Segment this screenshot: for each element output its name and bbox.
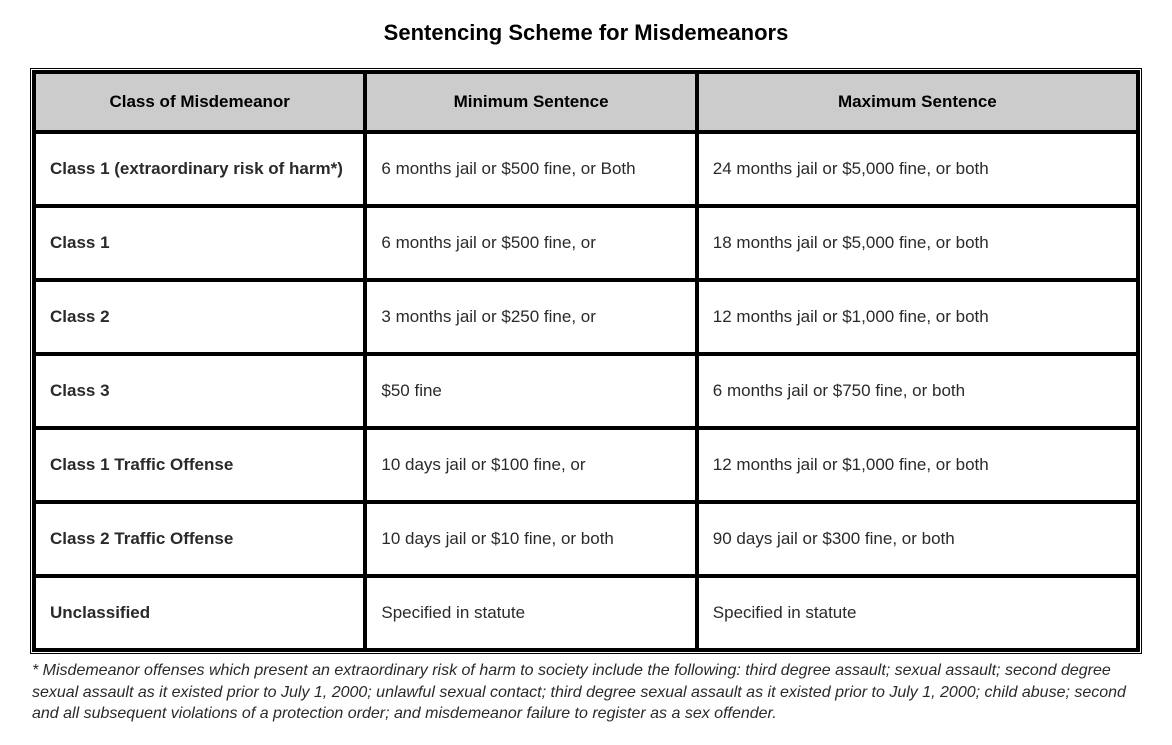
footnote-text: * Misdemeanor offenses which present an … <box>30 660 1142 725</box>
cell-max: 18 months jail or $5,000 fine, or both <box>698 207 1137 279</box>
table-row: Class 1 Traffic Offense 10 days jail or … <box>35 429 1137 501</box>
table-row: Class 2 Traffic Offense 10 days jail or … <box>35 503 1137 575</box>
cell-min: 6 months jail or $500 fine, or Both <box>366 133 695 205</box>
cell-min: Specified in statute <box>366 577 695 649</box>
cell-max: 12 months jail or $1,000 fine, or both <box>698 281 1137 353</box>
table-row: Unclassified Specified in statute Specif… <box>35 577 1137 649</box>
cell-min: $50 fine <box>366 355 695 427</box>
cell-min: 10 days jail or $100 fine, or <box>366 429 695 501</box>
cell-max: 6 months jail or $750 fine, or both <box>698 355 1137 427</box>
table-row: Class 1 6 months jail or $500 fine, or 1… <box>35 207 1137 279</box>
cell-max: 12 months jail or $1,000 fine, or both <box>698 429 1137 501</box>
cell-max: Specified in statute <box>698 577 1137 649</box>
cell-class: Class 3 <box>35 355 364 427</box>
cell-class: Class 1 <box>35 207 364 279</box>
header-min: Minimum Sentence <box>366 73 695 131</box>
table-row: Class 1 (extraordinary risk of harm*) 6 … <box>35 133 1137 205</box>
table-header-row: Class of Misdemeanor Minimum Sentence Ma… <box>35 73 1137 131</box>
table-body: Class 1 (extraordinary risk of harm*) 6 … <box>35 133 1137 649</box>
table-row: Class 2 3 months jail or $250 fine, or 1… <box>35 281 1137 353</box>
header-class: Class of Misdemeanor <box>35 73 364 131</box>
page-title: Sentencing Scheme for Misdemeanors <box>30 20 1142 46</box>
cell-min: 10 days jail or $10 fine, or both <box>366 503 695 575</box>
cell-max: 90 days jail or $300 fine, or both <box>698 503 1137 575</box>
cell-min: 3 months jail or $250 fine, or <box>366 281 695 353</box>
cell-min: 6 months jail or $500 fine, or <box>366 207 695 279</box>
header-max: Maximum Sentence <box>698 73 1137 131</box>
cell-class: Class 1 Traffic Offense <box>35 429 364 501</box>
sentencing-table-wrapper: Class of Misdemeanor Minimum Sentence Ma… <box>30 68 1142 654</box>
table-row: Class 3 $50 fine 6 months jail or $750 f… <box>35 355 1137 427</box>
cell-class: Class 2 Traffic Offense <box>35 503 364 575</box>
cell-class: Class 2 <box>35 281 364 353</box>
sentencing-table: Class of Misdemeanor Minimum Sentence Ma… <box>33 71 1139 651</box>
cell-max: 24 months jail or $5,000 fine, or both <box>698 133 1137 205</box>
cell-class: Unclassified <box>35 577 364 649</box>
cell-class: Class 1 (extraordinary risk of harm*) <box>35 133 364 205</box>
